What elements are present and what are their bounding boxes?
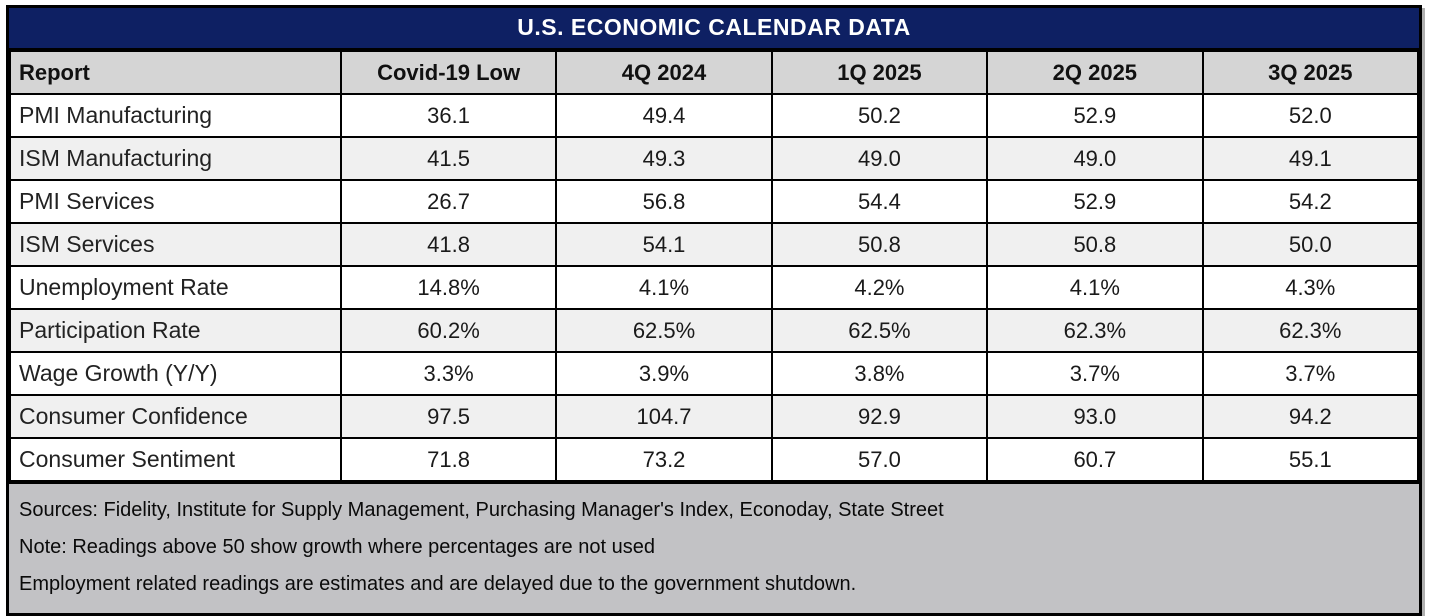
page-title: U.S. ECONOMIC CALENDAR DATA <box>9 8 1419 50</box>
table-body: PMI Manufacturing 36.1 49.4 50.2 52.9 52.0 ISM… <box>9 93 1420 482</box>
value-cell: 50.0 <box>1201 222 1420 267</box>
column-header-2q-2025: 2Q 2025 <box>986 50 1204 95</box>
value-cell: 93.0 <box>986 394 1204 439</box>
value-cell: 50.8 <box>770 222 989 267</box>
value-cell: 62.3% <box>1201 308 1420 353</box>
value-cell: 73.2 <box>555 437 773 482</box>
value-cell: 36.1 <box>339 93 558 138</box>
value-cell: 60.7 <box>986 437 1204 482</box>
value-cell: 3.3% <box>339 351 558 396</box>
table-row: PMI Manufacturing 36.1 49.4 50.2 52.9 52.0 <box>9 93 1420 138</box>
row-label: Participation Rate <box>9 308 342 353</box>
value-cell: 50.8 <box>986 222 1204 267</box>
footnote-line: Note: Readings above 50 show growth wher… <box>19 536 655 558</box>
row-label: Consumer Confidence <box>9 394 342 439</box>
value-cell: 50.2 <box>770 93 989 138</box>
footnote-line: Employment related readings are estimate… <box>19 573 857 595</box>
value-cell: 56.8 <box>555 179 773 224</box>
value-cell: 55.1 <box>1201 437 1420 482</box>
value-cell: 3.9% <box>555 351 773 396</box>
table-row: Consumer Sentiment 71.8 73.2 57.0 60.7 55.1 <box>9 437 1420 482</box>
column-header-1q-2025: 1Q 2025 <box>770 50 989 95</box>
value-cell: 14.8% <box>339 265 558 310</box>
table-row: PMI Services 26.7 56.8 54.4 52.9 54.2 <box>9 179 1420 224</box>
value-cell: 49.3 <box>555 136 773 181</box>
row-label: Consumer Sentiment <box>9 437 342 482</box>
row-label: Wage Growth (Y/Y) <box>9 351 342 396</box>
economic-calendar-panel: U.S. ECONOMIC CALENDAR DATA Report Covid-… <box>6 5 1422 616</box>
column-header-4q-2024: 4Q 2024 <box>555 50 773 95</box>
value-cell: 4.1% <box>555 265 773 310</box>
value-cell: 49.0 <box>770 136 989 181</box>
value-cell: 54.1 <box>555 222 773 267</box>
value-cell: 52.0 <box>1201 93 1420 138</box>
value-cell: 41.5 <box>339 136 558 181</box>
value-cell: 62.3% <box>986 308 1204 353</box>
value-cell: 26.7 <box>339 179 558 224</box>
footnote-line: Sources: Fidelity, Institute for Supply … <box>19 499 944 521</box>
economic-calendar-table: Report Covid-19 Low 4Q 2024 1Q 2025 2Q 2025 3… <box>9 50 1420 482</box>
value-cell: 49.4 <box>555 93 773 138</box>
table-row: ISM Services 41.8 54.1 50.8 50.8 50.0 <box>9 222 1420 267</box>
value-cell: 62.5% <box>770 308 989 353</box>
value-cell: 3.8% <box>770 351 989 396</box>
value-cell: 52.9 <box>986 179 1204 224</box>
value-cell: 4.1% <box>986 265 1204 310</box>
value-cell: 49.0 <box>986 136 1204 181</box>
value-cell: 92.9 <box>770 394 989 439</box>
value-cell: 57.0 <box>770 437 989 482</box>
value-cell: 41.8 <box>339 222 558 267</box>
value-cell: 104.7 <box>555 394 773 439</box>
value-cell: 4.3% <box>1201 265 1420 310</box>
value-cell: 49.1 <box>1201 136 1420 181</box>
value-cell: 97.5 <box>339 394 558 439</box>
footnotes: Sources: Fidelity, Institute for Supply … <box>9 482 1419 613</box>
row-label: ISM Manufacturing <box>9 136 342 181</box>
value-cell: 62.5% <box>555 308 773 353</box>
table-row: Unemployment Rate 14.8% 4.1% 4.2% 4.1% 4.3% <box>9 265 1420 310</box>
value-cell: 54.4 <box>770 179 989 224</box>
value-cell: 3.7% <box>1201 351 1420 396</box>
value-cell: 60.2% <box>339 308 558 353</box>
table-header-row: Report Covid-19 Low 4Q 2024 1Q 2025 2Q 2025 3… <box>9 50 1420 95</box>
value-cell: 3.7% <box>986 351 1204 396</box>
column-header-report: Report <box>9 50 342 95</box>
value-cell: 71.8 <box>339 437 558 482</box>
row-label: Unemployment Rate <box>9 265 342 310</box>
table-row: Consumer Confidence 97.5 104.7 92.9 93.0 94.2 <box>9 394 1420 439</box>
table-row: Wage Growth (Y/Y) 3.3% 3.9% 3.8% 3.7% 3.7% <box>9 351 1420 396</box>
value-cell: 94.2 <box>1201 394 1420 439</box>
value-cell: 4.2% <box>770 265 989 310</box>
value-cell: 54.2 <box>1201 179 1420 224</box>
value-cell: 52.9 <box>986 93 1204 138</box>
row-label: ISM Services <box>9 222 342 267</box>
table-row: Participation Rate 60.2% 62.5% 62.5% 62.3% 62… <box>9 308 1420 353</box>
row-label: PMI Manufacturing <box>9 93 342 138</box>
row-label: PMI Services <box>9 179 342 224</box>
column-header-covid-19-low: Covid-19 Low <box>339 50 558 95</box>
column-header-3q-2025: 3Q 2025 <box>1201 50 1420 95</box>
table-row: ISM Manufacturing 41.5 49.3 49.0 49.0 49.1 <box>9 136 1420 181</box>
